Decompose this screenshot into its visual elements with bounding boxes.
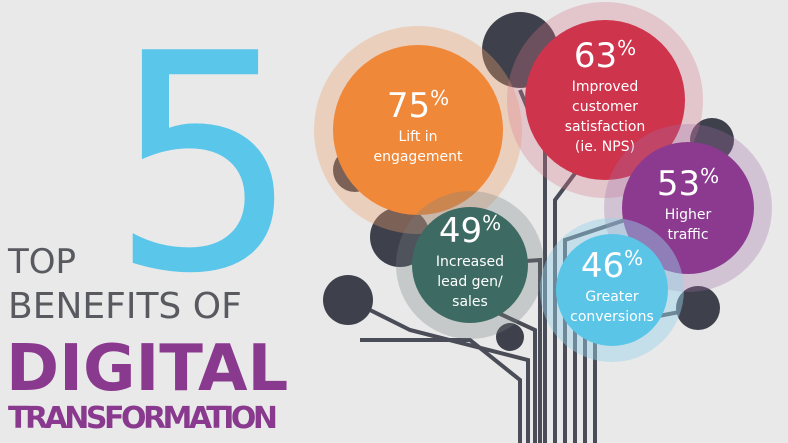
benefit-value: 53% xyxy=(657,164,719,204)
benefit-label: satisfaction xyxy=(565,119,646,135)
benefit-value: 63% xyxy=(574,36,636,76)
value-unit: % xyxy=(624,246,643,270)
value-number: 53 xyxy=(657,164,700,204)
decor-circles xyxy=(323,12,734,351)
benefit-label: traffic xyxy=(667,227,708,243)
value-unit: % xyxy=(430,86,449,110)
value-unit: % xyxy=(482,211,501,235)
benefit-label: Higher xyxy=(665,207,712,223)
title-benefits: BENEFITS OF xyxy=(8,286,242,327)
benefit-label: Lift in xyxy=(398,129,437,145)
benefit-label: customer xyxy=(572,99,638,115)
benefit-label: sales xyxy=(452,294,488,310)
benefit-bubbles: 75% Lift in engagement 63% Improved customer s… xyxy=(314,2,772,362)
value-number: 75 xyxy=(387,86,430,126)
value-number: 46 xyxy=(581,246,624,286)
benefit-label: lead gen/ xyxy=(437,274,503,290)
bubble xyxy=(622,142,754,274)
value-unit: % xyxy=(617,36,636,60)
value-number: 63 xyxy=(574,36,617,76)
title-transformation: TRANSFORMATION xyxy=(8,401,278,436)
benefit-value: 46% xyxy=(581,246,643,286)
benefit-value: 75% xyxy=(387,86,449,126)
bubble xyxy=(333,45,503,215)
benefit-label: Improved xyxy=(572,79,638,95)
benefit-value: 49% xyxy=(439,211,501,251)
benefit-label: conversions xyxy=(570,309,654,325)
bubble xyxy=(412,207,528,323)
benefit-label: Greater xyxy=(585,289,639,305)
value-unit: % xyxy=(700,164,719,188)
benefit-label: (ie. NPS) xyxy=(575,139,635,155)
bubble xyxy=(556,234,668,346)
benefit-label: engagement xyxy=(373,149,463,165)
bubble xyxy=(525,20,685,180)
big-number: 5 xyxy=(110,0,301,339)
title-top: TOP xyxy=(7,242,76,282)
title-digital: DIGITAL xyxy=(6,332,288,406)
value-number: 49 xyxy=(439,211,482,251)
benefit-label: Increased xyxy=(436,254,504,270)
